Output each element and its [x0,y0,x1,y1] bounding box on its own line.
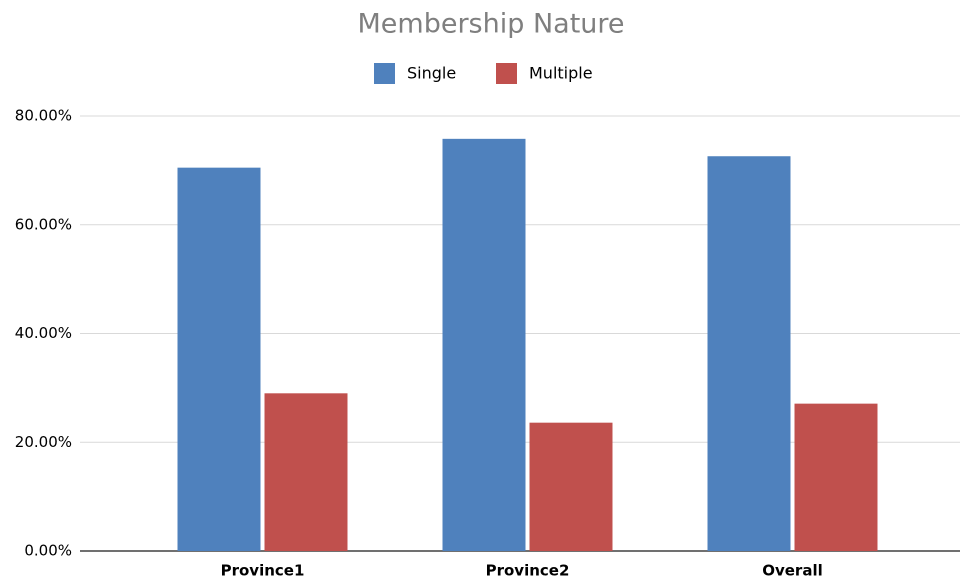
bar [794,403,878,551]
x-tick-label: Overall [762,562,823,580]
legend-label: Multiple [529,64,593,83]
x-tick-label: Province2 [486,562,570,580]
legend-swatch [374,63,395,84]
legend-swatch [496,63,517,84]
x-tick-label: Province1 [221,562,305,580]
bar [529,422,613,551]
chart-title: Membership Nature [357,9,624,40]
bar [177,167,261,551]
bar [442,138,526,551]
y-tick-label: 40.00% [15,324,72,342]
y-tick-label: 0.00% [24,542,72,560]
y-tick-label: 60.00% [15,215,72,233]
y-tick-label: 20.00% [15,433,72,451]
bar [264,393,348,551]
bar [707,156,791,552]
legend-label: Single [407,64,456,83]
y-tick-label: 80.00% [15,107,72,125]
